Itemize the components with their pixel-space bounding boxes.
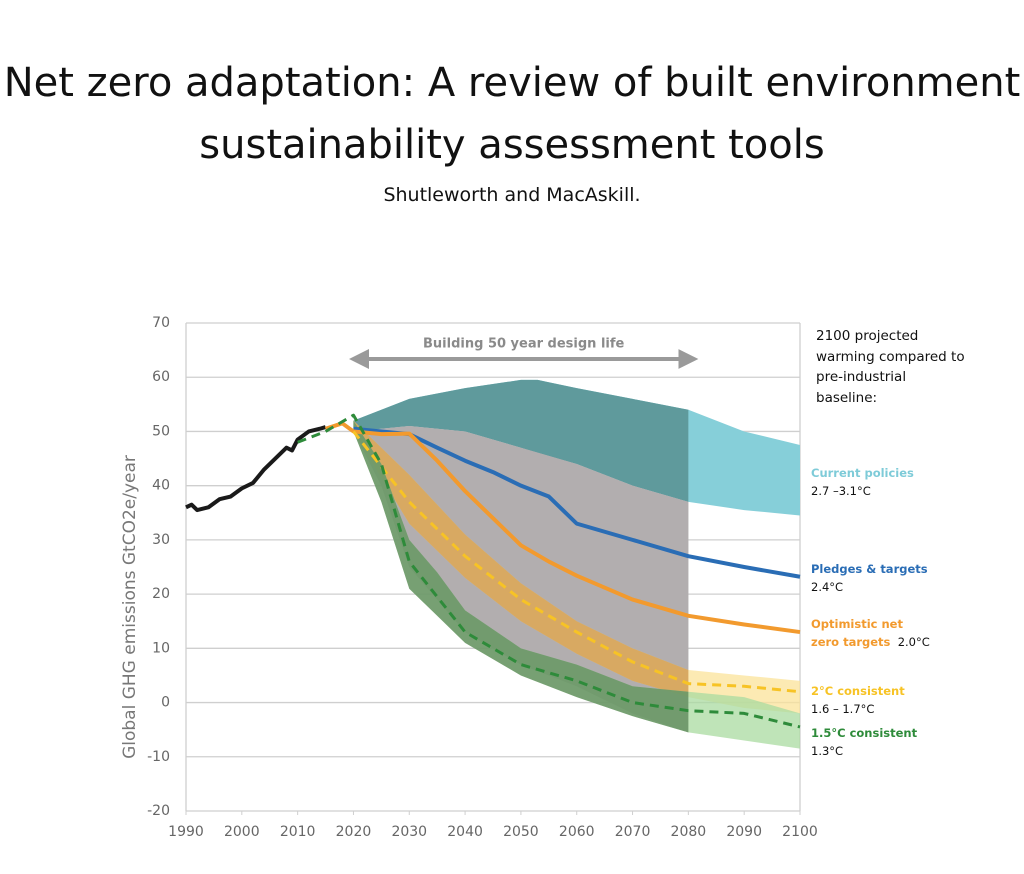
y-tick-label: 30 (152, 532, 170, 548)
title: Net zero adaptation: A review of built e… (3, 60, 1021, 168)
legend-name: Pledges & targets (811, 562, 928, 576)
legend-warming: 1.6 – 1.7°C (811, 702, 875, 716)
subtitle: Shutleworth and MacAskill. (383, 184, 641, 206)
y-tick-label: 60 (152, 369, 170, 385)
x-tick-label: 2090 (726, 824, 762, 840)
y-tick-label: 50 (152, 423, 170, 439)
x-tick-label: 2010 (280, 824, 316, 840)
legend-warming: 2.4°C (811, 580, 844, 594)
line (297, 413, 801, 729)
band (353, 379, 689, 502)
x-tick-label: 2070 (615, 824, 651, 840)
legend-name: Current policies (811, 466, 914, 480)
x-tick-label: 2000 (224, 824, 260, 840)
y-axis-label: Global GHG emissions GtCO2e/year (120, 455, 140, 759)
legend-name: 1.5°C consistent (811, 726, 918, 740)
x-tick-label: 2050 (503, 824, 539, 840)
y-tick-label: 70 (152, 315, 170, 331)
band (353, 420, 689, 698)
legend-entry: 1.5°C consistent 1.3°C (811, 724, 931, 760)
legend-name: Optimistic net zero targets (811, 617, 903, 649)
x-tick-label: 1990 (168, 824, 204, 840)
x-tick-label: 2060 (559, 824, 595, 840)
x-tick-label: 2080 (671, 824, 707, 840)
legend-entry: 2°C consistent 1.6 – 1.7°C (811, 682, 931, 718)
legend-warming: 2.0°C (897, 635, 930, 649)
legend-title: 2100 projected warming compared to pre-i… (816, 328, 965, 406)
legend-entry: Optimistic net zero targets 2.0°C (811, 615, 931, 651)
y-tick-label: 40 (152, 478, 170, 494)
y-tick-label: -10 (147, 749, 170, 765)
band (353, 420, 689, 733)
y-tick-label: 20 (152, 586, 170, 602)
x-tick-label: 2100 (782, 824, 818, 840)
x-tick-label: 2040 (447, 824, 483, 840)
legend-warming: 2.7 –3.1°C (811, 484, 871, 498)
y-tick-label: 0 (161, 695, 170, 711)
x-tick-label: 2020 (336, 824, 372, 840)
y-tick-label: -20 (147, 803, 170, 819)
band-light (353, 420, 800, 714)
legend-entry: Pledges & targets 2.4°C (811, 560, 931, 596)
y-tick-label: 10 (152, 640, 170, 656)
line (352, 430, 801, 694)
legend-entry: Current policies 2.7 –3.1°C (811, 464, 931, 500)
x-tick-label: 2030 (391, 824, 427, 840)
legend-name: 2°C consistent (811, 684, 905, 698)
legend-warming: 1.3°C (811, 744, 844, 758)
line (185, 425, 327, 513)
design-life-label: Building 50 year design life (423, 337, 625, 352)
